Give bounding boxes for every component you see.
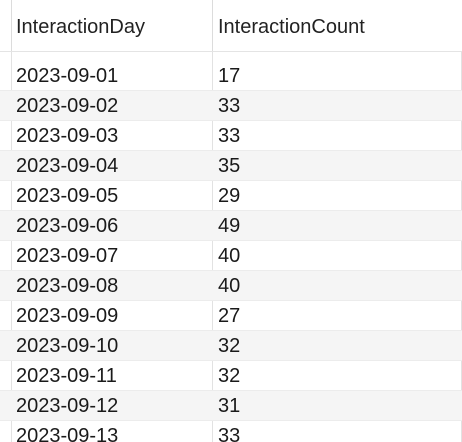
cell-interaction-day[interactable]: 2023-09-02 <box>16 95 119 117</box>
table-body: 2023-09-01 17 2023-09-02 33 2023-09-03 33 2023… <box>0 61 462 442</box>
table-row[interactable]: 2023-09-07 40 <box>0 241 462 271</box>
cell-interaction-count[interactable]: 27 <box>218 305 241 327</box>
cell-interaction-count[interactable]: 40 <box>218 275 241 297</box>
cell-interaction-count[interactable]: 40 <box>218 245 241 267</box>
cell-interaction-day[interactable]: 2023-09-04 <box>16 155 119 177</box>
table-row[interactable]: 2023-09-02 33 <box>0 91 462 121</box>
cell-interaction-day[interactable]: 2023-09-10 <box>16 335 119 357</box>
table-row[interactable]: 2023-09-11 32 <box>0 361 462 391</box>
column-header-interaction-count[interactable]: InteractionCount <box>218 16 365 38</box>
table-row[interactable]: 2023-09-01 17 <box>0 61 462 91</box>
cell-interaction-count[interactable]: 33 <box>218 425 241 442</box>
cell-interaction-count[interactable]: 17 <box>218 65 241 87</box>
cell-interaction-count[interactable]: 31 <box>218 395 241 417</box>
column-divider <box>11 0 12 51</box>
cell-interaction-day[interactable]: 2023-09-09 <box>16 305 119 327</box>
cell-interaction-day[interactable]: 2023-09-08 <box>16 275 119 297</box>
cell-interaction-day[interactable]: 2023-09-05 <box>16 185 119 207</box>
table-row[interactable]: 2023-09-13 33 <box>0 421 462 442</box>
cell-interaction-day[interactable]: 2023-09-07 <box>16 245 119 267</box>
table-header: InteractionDay InteractionCount <box>0 0 462 52</box>
cell-interaction-count[interactable]: 33 <box>218 125 241 147</box>
table-row[interactable]: 2023-09-12 31 <box>0 391 462 421</box>
table-row[interactable]: 2023-09-09 27 <box>0 301 462 331</box>
table-row[interactable]: 2023-09-10 32 <box>0 331 462 361</box>
cell-interaction-count[interactable]: 32 <box>218 365 241 387</box>
table-row[interactable]: 2023-09-08 40 <box>0 271 462 301</box>
cell-interaction-count[interactable]: 32 <box>218 335 241 357</box>
cell-interaction-count[interactable]: 29 <box>218 185 241 207</box>
table-row[interactable]: 2023-09-04 35 <box>0 151 462 181</box>
table-row[interactable]: 2023-09-06 49 <box>0 211 462 241</box>
cell-interaction-day[interactable]: 2023-09-03 <box>16 125 119 147</box>
cell-interaction-day[interactable]: 2023-09-11 <box>16 365 117 387</box>
cell-interaction-day[interactable]: 2023-09-01 <box>16 65 119 87</box>
cell-interaction-day[interactable]: 2023-09-12 <box>16 395 119 417</box>
cell-interaction-count[interactable]: 33 <box>218 95 241 117</box>
table-row[interactable]: 2023-09-03 33 <box>0 121 462 151</box>
cell-interaction-count[interactable]: 35 <box>218 155 241 177</box>
column-header-interaction-day[interactable]: InteractionDay <box>16 16 145 38</box>
cell-interaction-count[interactable]: 49 <box>218 215 241 237</box>
column-resize-handle[interactable] <box>212 0 213 51</box>
cell-interaction-day[interactable]: 2023-09-06 <box>16 215 119 237</box>
cell-interaction-day[interactable]: 2023-09-13 <box>16 425 119 442</box>
table-row[interactable]: 2023-09-05 29 <box>0 181 462 211</box>
